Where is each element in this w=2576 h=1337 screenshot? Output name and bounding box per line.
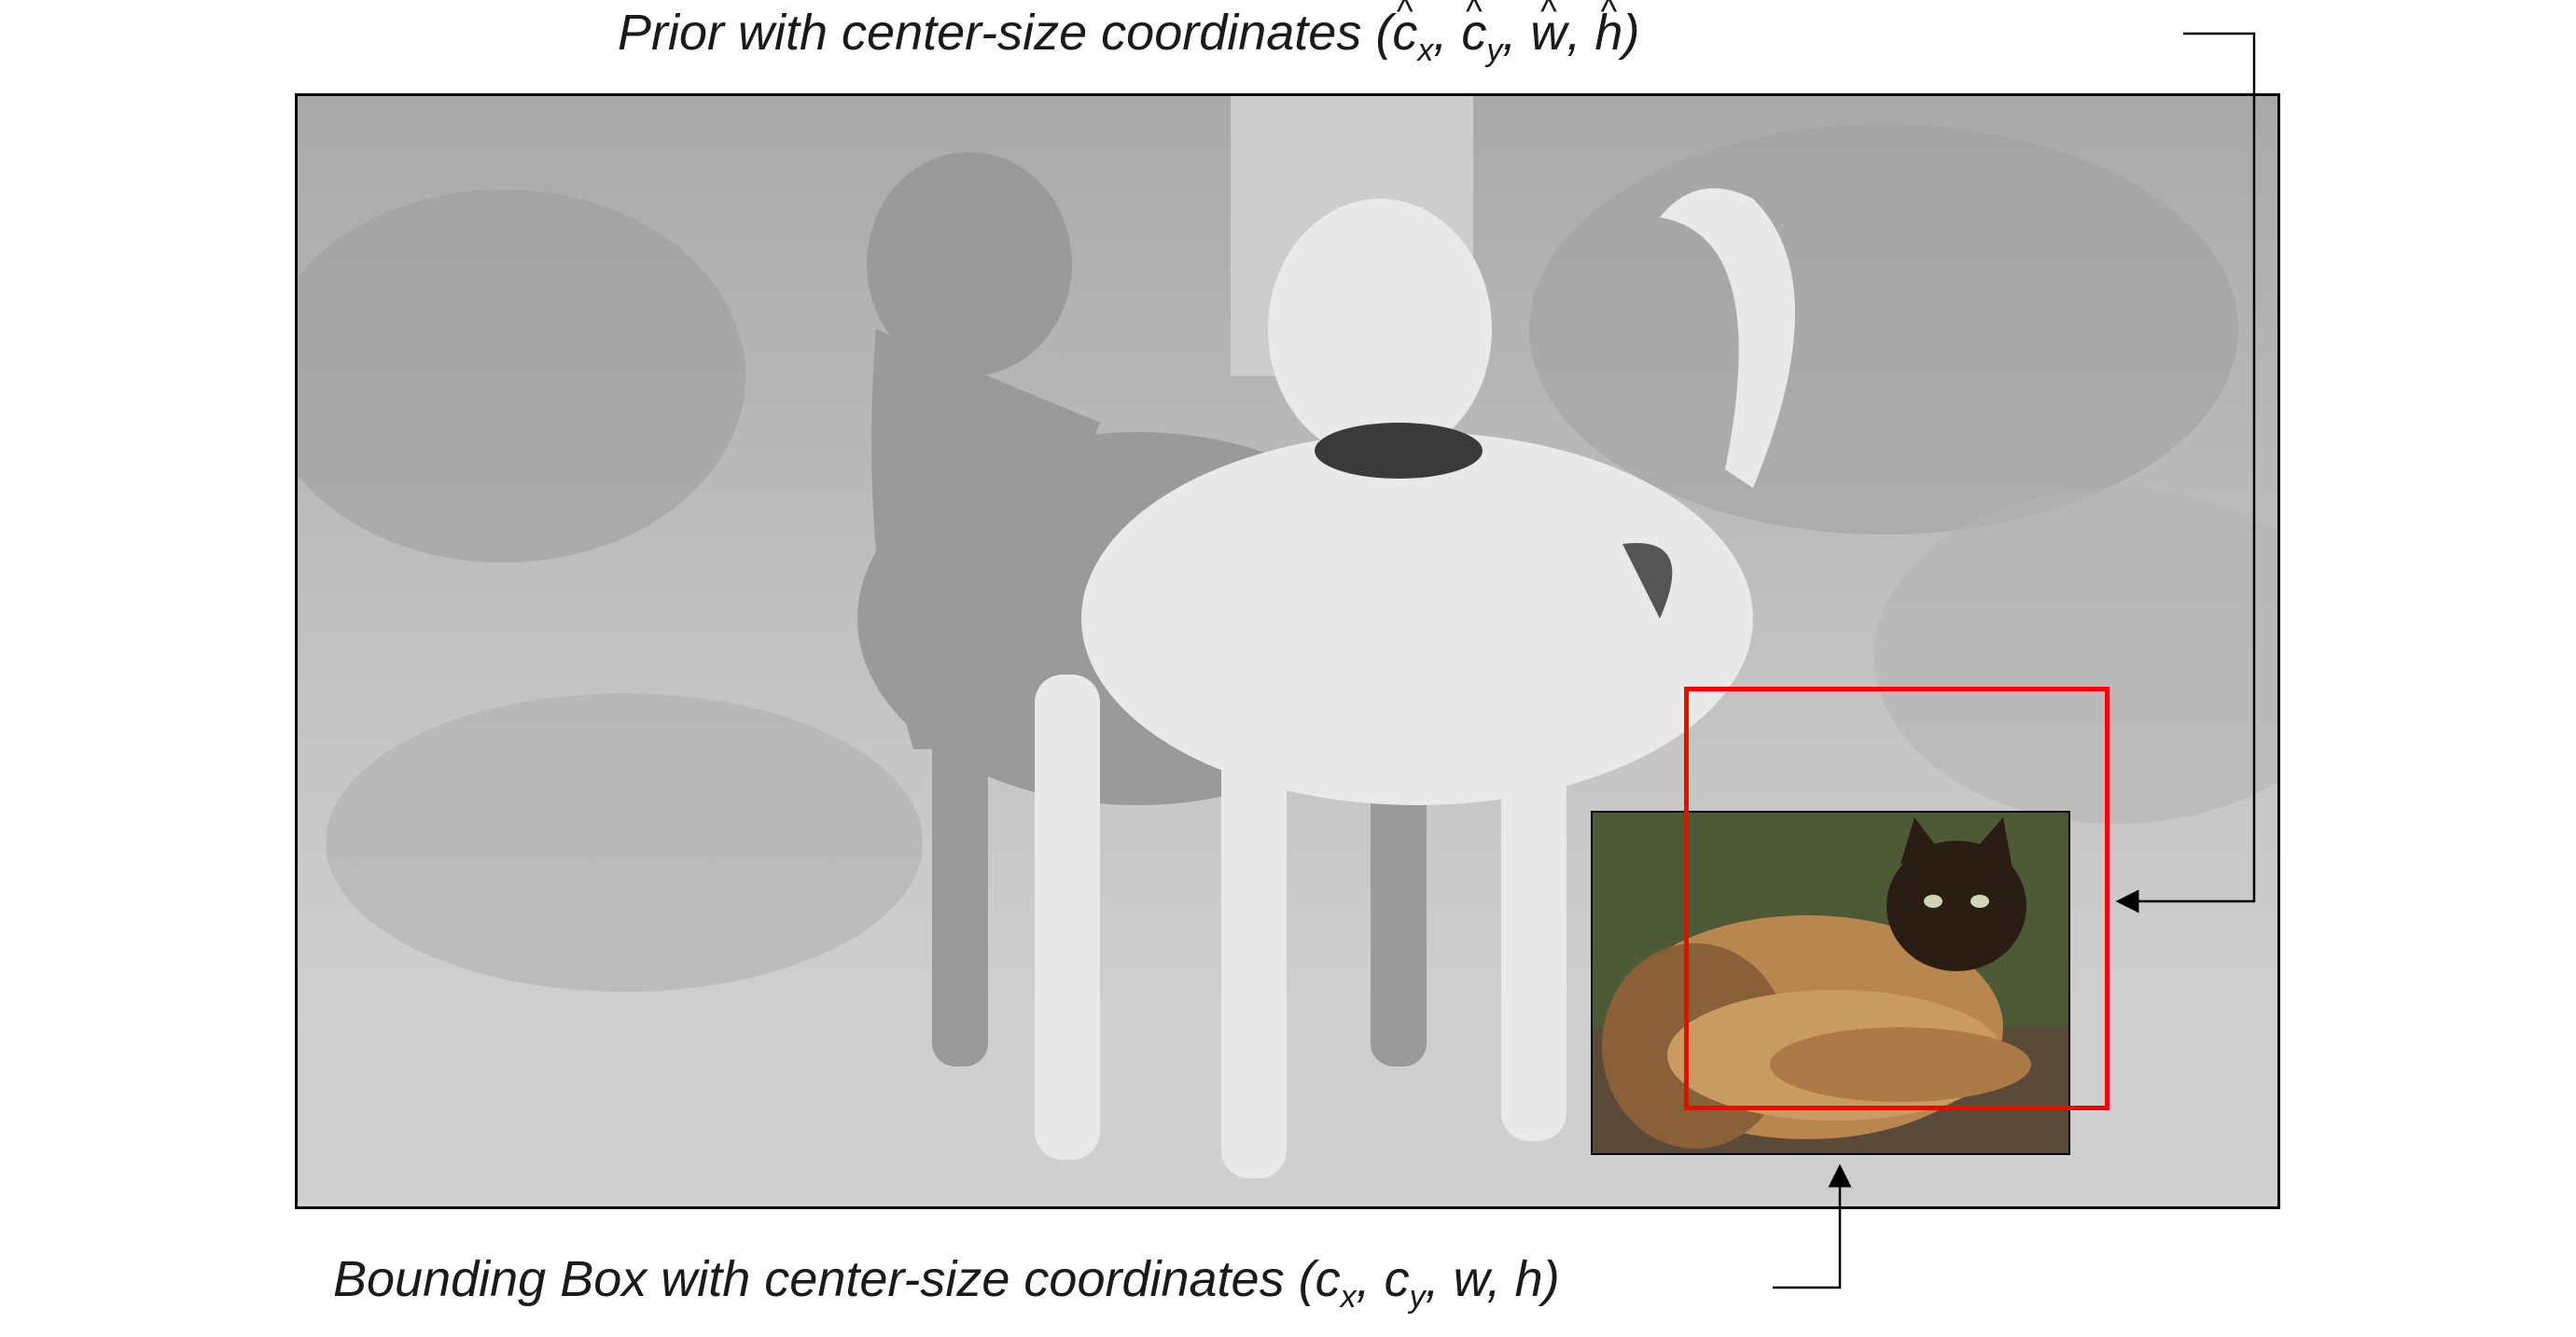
dogs-photo: [295, 93, 2280, 1209]
cat-photo: [1591, 811, 2070, 1155]
prior-box: [1684, 687, 2110, 1110]
bbox-label: Bounding Box with center-size coordinate…: [333, 1251, 1560, 1315]
dogs-photo-illustration: [298, 96, 2277, 1206]
cat-photo-illustration: [1593, 813, 2068, 1153]
prior-label: Prior with center-size coordinates (cx, …: [618, 7, 1639, 66]
